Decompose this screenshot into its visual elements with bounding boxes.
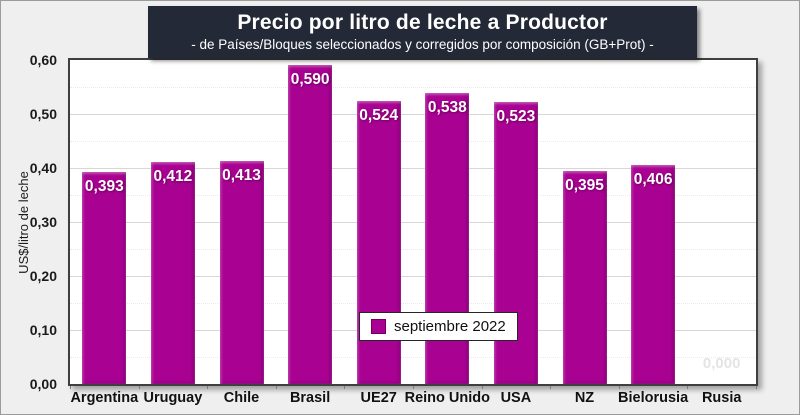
gridline — [70, 87, 756, 88]
gridline — [70, 249, 756, 250]
gridline — [70, 114, 756, 115]
bar-usa: 0,523 — [493, 101, 538, 384]
x-tick-mark — [413, 386, 414, 389]
gridline — [70, 141, 756, 142]
bar-value-label: 0,524 — [359, 107, 399, 125]
bar-uruguay: 0,412 — [150, 161, 195, 384]
x-tick-label-ue27: UE27 — [360, 390, 397, 406]
y-tick-label: 0,60 — [29, 52, 57, 68]
x-tick-label-usa: USA — [500, 390, 532, 406]
x-tick-mark — [138, 386, 140, 389]
x-tick-mark — [70, 386, 71, 389]
bar-value-label: 0,395 — [565, 176, 604, 194]
x-axis-category-labels: Argentina Uruguay Chile Brasil UE27 Reino Uni… — [70, 390, 756, 412]
x-axis-tick-marks — [70, 386, 757, 390]
bar-bielorusia: 0,406 — [631, 164, 676, 384]
bar-chile: 0,413 — [219, 160, 264, 384]
bar-value-label-zero: 0,000 — [702, 355, 741, 372]
y-tick-label: 0,50 — [29, 106, 57, 122]
legend: septiembre 2022 — [359, 312, 518, 341]
x-tick-label-argentina: Argentina — [70, 390, 139, 406]
y-tick-label: 0,30 — [29, 214, 57, 230]
y-tick-label: 0,10 — [29, 322, 57, 338]
x-tick-mark — [207, 386, 209, 389]
bar-value-label: 0,406 — [633, 170, 673, 188]
x-tick-label-nz: NZ — [574, 390, 595, 406]
gridline — [70, 168, 756, 169]
bar-nz: 0,395 — [562, 170, 607, 384]
bar-argentina: 0,393 — [82, 171, 127, 384]
legend-label: septiembre 2022 — [394, 318, 506, 335]
chart-title-box: Precio por litro de leche a Productor - … — [148, 6, 697, 58]
x-tick-mark — [618, 386, 620, 389]
bar-brasil: 0,590 — [288, 65, 333, 384]
gridline — [70, 195, 756, 196]
gridline — [70, 357, 756, 358]
gridline — [70, 303, 756, 304]
x-tick-mark — [275, 386, 277, 389]
bar-value-label: 0,412 — [153, 167, 193, 185]
bar-value-label: 0,523 — [496, 107, 536, 125]
gridline — [70, 276, 756, 277]
x-tick-mark — [481, 386, 483, 389]
bar-ue27: 0,524 — [356, 101, 401, 384]
x-tick-label-uruguay: Uruguay — [143, 390, 203, 406]
x-tick-mark — [344, 386, 346, 389]
x-tick-mark — [756, 386, 757, 389]
x-tick-label-bielorusia: Bielorusia — [618, 390, 689, 406]
chart-subtitle: - de Países/Bloques seleccionados y corr… — [191, 37, 654, 52]
y-tick-label: 0,40 — [29, 160, 57, 176]
legend-swatch-icon — [371, 319, 386, 334]
x-tick-label-chile: Chile — [223, 390, 260, 406]
bar-value-label: 0,538 — [427, 99, 467, 117]
bar-value-label: 0,413 — [222, 166, 261, 184]
gridline — [70, 222, 756, 223]
chart-title: Precio por litro de leche a Productor — [237, 11, 608, 34]
y-tick-label: 0,00 — [29, 376, 57, 392]
bar-value-label: 0,393 — [84, 177, 124, 195]
x-tick-mark — [687, 386, 689, 389]
plot-area: 0,393 0,412 0,413 0,590 0,524 0,538 0,523 0,395… — [68, 58, 758, 386]
x-tick-label-reino-unido: Reino Unido — [404, 390, 490, 406]
x-tick-label-rusia: Rusia — [701, 390, 742, 406]
y-tick-label: 0,20 — [29, 268, 57, 284]
x-tick-label-brasil: Brasil — [289, 390, 331, 406]
x-tick-mark — [550, 386, 552, 389]
y-axis-tick-labels: 0,00 0,10 0,20 0,30 0,40 0,50 0,60 — [1, 52, 63, 392]
bar-value-label: 0,590 — [290, 71, 330, 89]
